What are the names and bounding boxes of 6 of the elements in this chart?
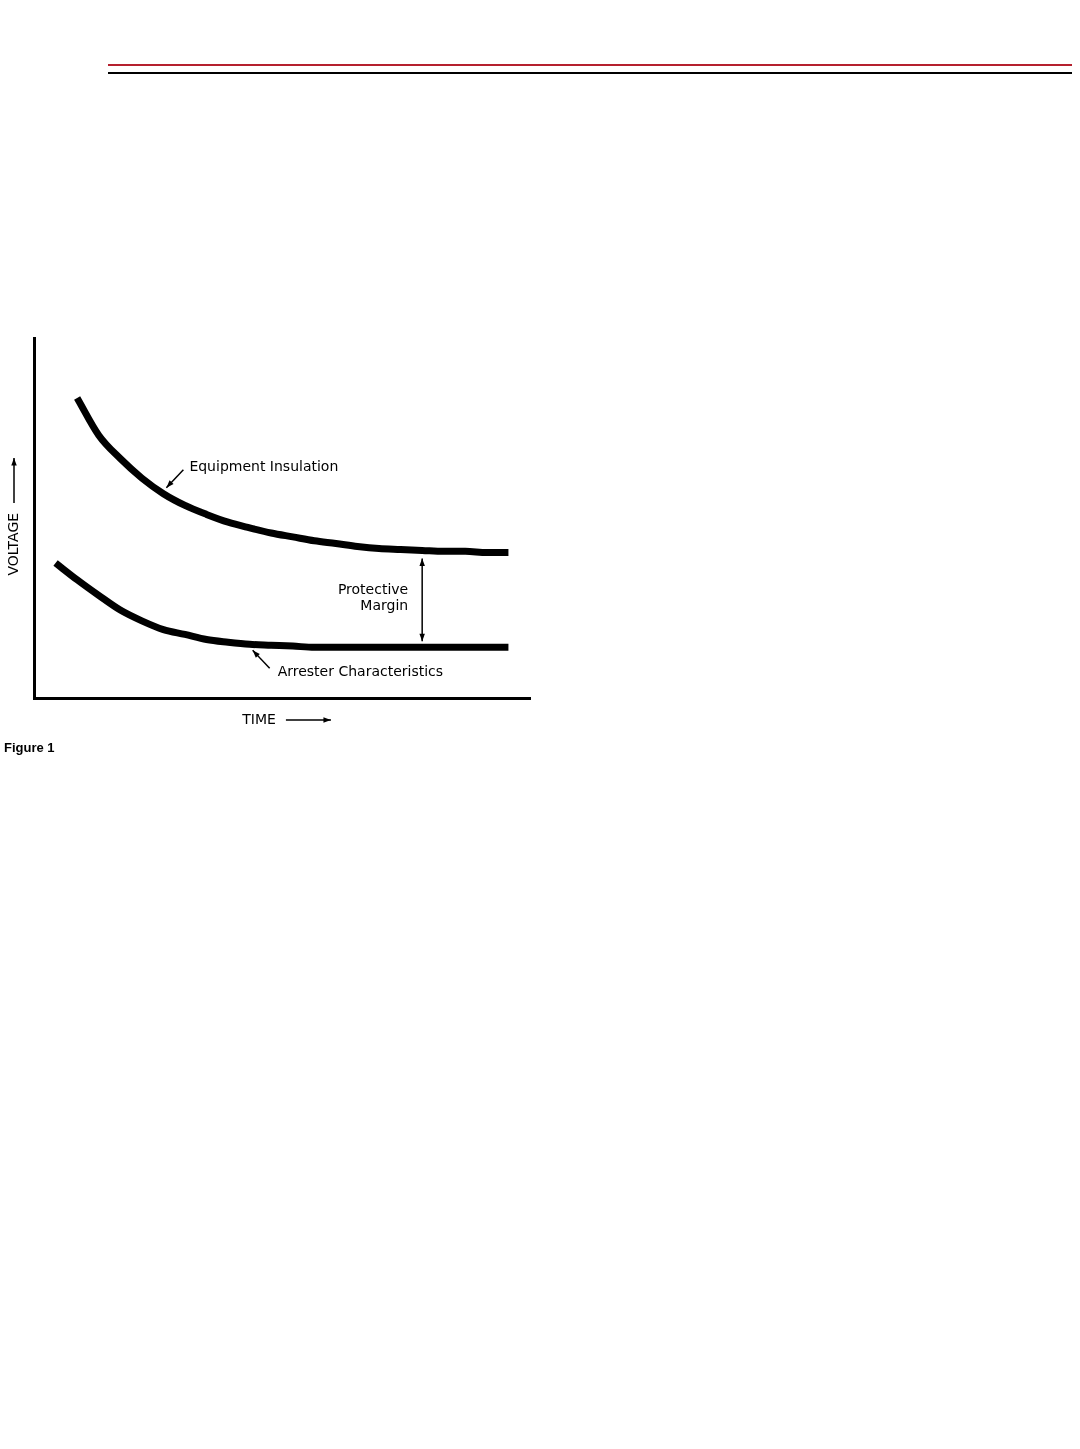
annotation: Protective Margin xyxy=(337,581,409,614)
y-axis-title: VOLTAGE xyxy=(4,512,21,576)
x-axis-title: TIME xyxy=(241,710,276,727)
caption: Figure 1 xyxy=(4,740,56,755)
annotation: Equipment Insulation xyxy=(189,458,339,475)
annotation: Arrester Characteristics xyxy=(277,662,444,679)
